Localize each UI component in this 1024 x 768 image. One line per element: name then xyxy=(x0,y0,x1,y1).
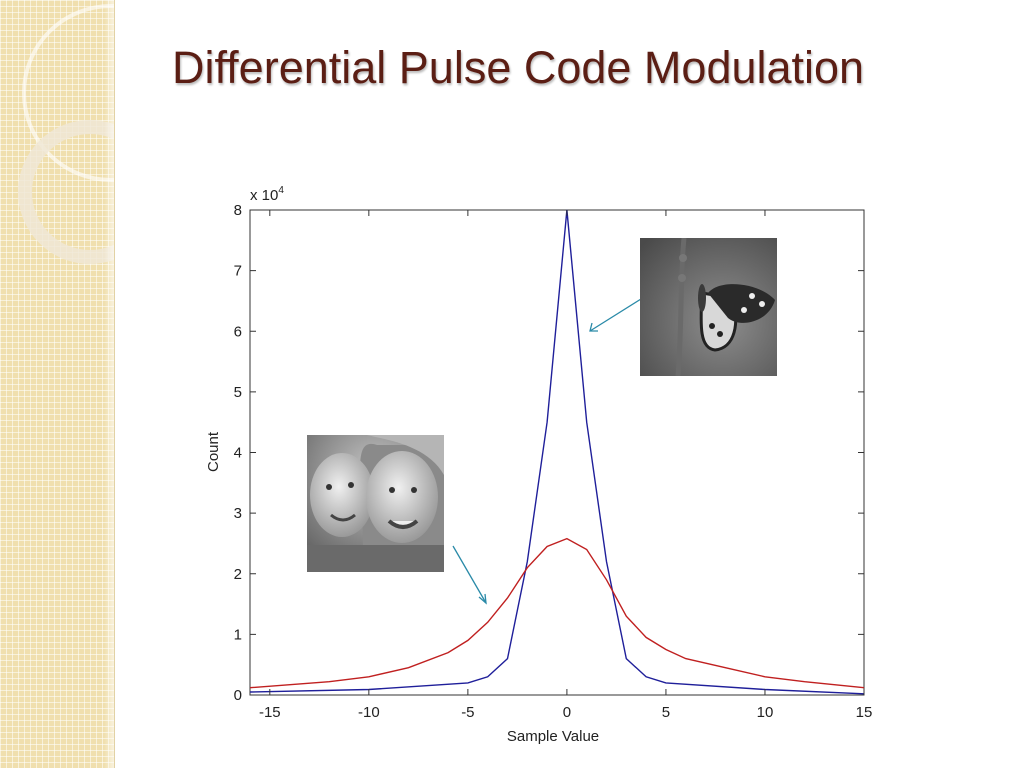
y-tick-label: 0 xyxy=(234,687,242,704)
x-axis-label: Sample Value xyxy=(507,728,599,745)
sidebar-shade xyxy=(104,0,114,768)
y-multiplier-exponent: 4 xyxy=(278,185,284,196)
x-tick-label: 5 xyxy=(662,704,670,721)
y-multiplier: x 104 xyxy=(250,185,284,204)
butterfly-photo xyxy=(640,238,777,376)
series-line-red xyxy=(249,537,865,689)
arrow-to-blue-curve xyxy=(589,298,642,332)
x-tick-label: -10 xyxy=(358,704,380,721)
butterfly-photo-image xyxy=(640,238,777,376)
children-photo-image xyxy=(307,435,444,572)
y-tick-label: 3 xyxy=(234,505,242,522)
x-tick-label: 15 xyxy=(856,704,873,721)
y-tick-label: 1 xyxy=(234,626,242,643)
y-tick-label: 5 xyxy=(234,384,242,401)
y-axis-label: Count xyxy=(205,431,222,472)
y-tick-label: 4 xyxy=(234,445,242,462)
x-tick-label: 10 xyxy=(757,704,774,721)
x-tick-label: 0 xyxy=(563,704,571,721)
y-tick-label: 7 xyxy=(234,263,242,280)
x-tick-label: -15 xyxy=(259,704,281,721)
children-photo xyxy=(307,435,444,572)
arrow-to-red-curve xyxy=(452,545,487,605)
slide-title: Differential Pulse Code Modulation xyxy=(172,42,865,93)
y-tick-label: 2 xyxy=(234,566,242,583)
decorative-sidebar xyxy=(0,0,115,768)
y-tick-label: 6 xyxy=(234,323,242,340)
y-tick-label: 8 xyxy=(234,202,242,219)
x-tick-label: -5 xyxy=(461,704,474,721)
ticks-group: -15 -10 -5 0 5 10 15 0 1 2 3 4 5 6 7 8 xyxy=(234,202,873,721)
